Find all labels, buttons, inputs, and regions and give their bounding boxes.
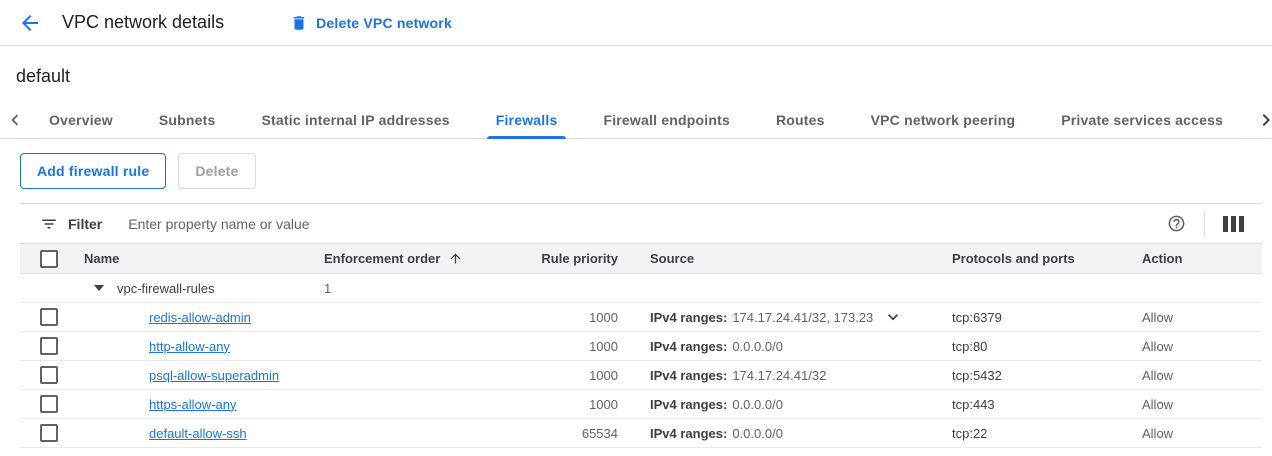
column-display-options-button[interactable]	[1223, 215, 1244, 232]
row-checkbox[interactable]	[40, 395, 58, 413]
tab-private-services-access[interactable]: Private services access	[1038, 101, 1246, 139]
tab-static-internal-ip-addresses[interactable]: Static internal IP addresses	[239, 101, 473, 139]
trash-icon	[290, 14, 308, 32]
tab-vpc-network-peering[interactable]: VPC network peering	[848, 101, 1039, 139]
rule-action: Allow	[1142, 338, 1174, 354]
row-checkbox[interactable]	[40, 337, 58, 355]
delete-vpc-network-label: Delete VPC network	[316, 14, 452, 31]
source-value: 0.0.0.0/0	[732, 425, 783, 441]
column-header-rule-priority[interactable]: Rule priority	[541, 251, 618, 266]
app-bar: VPC network details Delete VPC network	[0, 0, 1272, 46]
rule-priority: 1000	[589, 367, 618, 383]
protocols-and-ports: tcp:22	[952, 425, 988, 441]
protocols-and-ports: tcp:443	[952, 396, 995, 412]
firewall-rules-card: Filter Name Enforcement order Rule prior…	[20, 203, 1262, 448]
help-icon	[1167, 214, 1186, 233]
tabs-scroll-right-button[interactable]	[1254, 101, 1272, 138]
rule-name-link[interactable]: redis-allow-admin	[149, 309, 251, 325]
tabs-scroll-left-button[interactable]	[4, 101, 26, 139]
column-header-enforcement-order[interactable]: Enforcement order	[304, 251, 504, 266]
table-toolbar: Add firewall rule Delete	[0, 139, 1272, 203]
help-button[interactable]	[1167, 214, 1186, 233]
protocols-and-ports: tcp:80	[952, 338, 988, 354]
tab-firewall-endpoints[interactable]: Firewall endpoints	[580, 101, 753, 139]
protocols-and-ports: tcp:6379	[952, 309, 1002, 325]
group-row-vpc-firewall-rules: vpc-firewall-rules 1	[20, 274, 1262, 303]
add-firewall-rule-button[interactable]: Add firewall rule	[20, 153, 167, 189]
source-type-label: IPv4 ranges:	[650, 367, 728, 383]
source-type-label: IPv4 ranges:	[650, 338, 728, 354]
source-value: 0.0.0.0/0	[732, 396, 783, 412]
collapse-group-icon[interactable]	[94, 285, 104, 291]
rule-action: Allow	[1142, 367, 1174, 383]
rule-priority: 1000	[589, 396, 618, 412]
table-row: default-allow-ssh 65534 IPv4 ranges: 0.0…	[20, 419, 1262, 448]
source-type-label: IPv4 ranges:	[650, 425, 728, 441]
row-checkbox[interactable]	[40, 308, 58, 326]
chevron-left-icon	[4, 109, 26, 131]
source-value: 174.17.24.41/32, 173.23	[732, 309, 874, 325]
column-header-name[interactable]: Name	[84, 251, 120, 266]
source-type-label: IPv4 ranges:	[650, 396, 728, 412]
tab-bar: Overview Subnets Static internal IP addr…	[0, 101, 1272, 139]
select-all-checkbox[interactable]	[40, 249, 58, 268]
source-type-label: IPv4 ranges:	[650, 309, 728, 325]
table-row: psql-allow-superadmin 1000 IPv4 ranges: …	[20, 361, 1262, 390]
rule-action: Allow	[1142, 396, 1174, 412]
expand-source-chevron-down-icon[interactable]	[883, 307, 903, 327]
back-button[interactable]	[16, 9, 44, 37]
delete-vpc-network-button[interactable]: Delete VPC network	[290, 14, 452, 32]
filter-icon	[40, 215, 58, 233]
filter-input[interactable]	[128, 215, 1167, 232]
page-title: VPC network details	[62, 12, 225, 32]
group-enforcement-order: 1	[324, 280, 332, 296]
rule-priority: 1000	[589, 338, 618, 354]
tab-routes[interactable]: Routes	[753, 101, 848, 139]
source-value: 0.0.0.0/0	[732, 338, 783, 354]
table-row: https-allow-any 1000 IPv4 ranges: 0.0.0.…	[20, 390, 1262, 419]
protocols-and-ports: tcp:5432	[952, 367, 1002, 383]
table-header-row: Name Enforcement order Rule priority Sou…	[20, 244, 1262, 274]
rule-name-link[interactable]: https-allow-any	[149, 396, 237, 412]
row-checkbox[interactable]	[40, 424, 58, 442]
rule-action: Allow	[1142, 309, 1174, 325]
row-checkbox[interactable]	[40, 366, 58, 384]
column-header-protocols[interactable]: Protocols and ports	[952, 251, 1075, 266]
network-name: default	[16, 66, 71, 86]
table-row: http-allow-any 1000 IPv4 ranges: 0.0.0.0…	[20, 332, 1262, 361]
chevron-right-icon	[1254, 108, 1272, 132]
tab-subnets[interactable]: Subnets	[136, 101, 239, 139]
tab-truncated[interactable]: D	[1246, 101, 1254, 139]
toolbar-divider	[1204, 210, 1205, 237]
rule-name-link[interactable]: http-allow-any	[149, 338, 230, 354]
rule-priority: 1000	[589, 309, 618, 325]
column-display-options-icon	[1223, 215, 1244, 232]
tab-firewalls[interactable]: Firewalls	[473, 101, 581, 139]
filter-bar: Filter	[20, 204, 1262, 244]
rule-priority: 65534	[581, 425, 618, 441]
table-row: redis-allow-admin 1000 IPv4 ranges: 174.…	[20, 303, 1262, 332]
tab-overview[interactable]: Overview	[26, 101, 136, 139]
delete-rule-button[interactable]: Delete	[178, 153, 256, 189]
rule-name-link[interactable]: psql-allow-superadmin	[149, 367, 280, 383]
sort-ascending-icon	[448, 251, 463, 266]
column-header-source[interactable]: Source	[650, 251, 695, 266]
back-arrow-icon	[18, 11, 42, 35]
source-value: 174.17.24.41/32	[732, 367, 827, 383]
column-header-action[interactable]: Action	[1142, 251, 1183, 266]
rule-name-link[interactable]: default-allow-ssh	[149, 425, 247, 441]
rule-action: Allow	[1142, 425, 1174, 441]
filter-label: Filter	[68, 215, 103, 232]
group-name: vpc-firewall-rules	[117, 280, 215, 296]
